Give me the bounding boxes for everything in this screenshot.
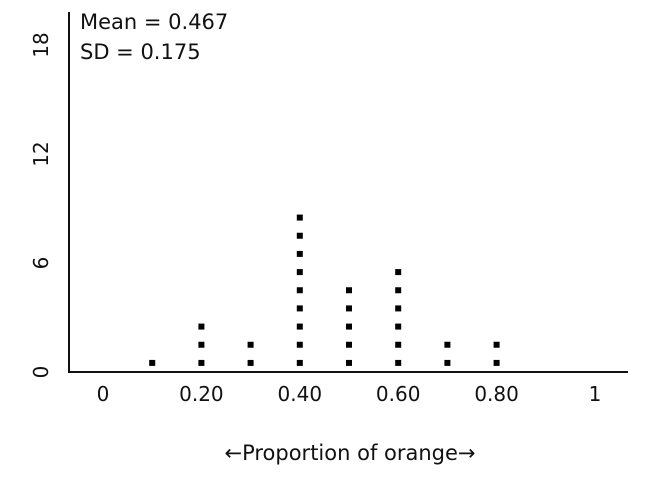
sd-annotation: SD = 0.175	[80, 40, 201, 64]
data-dot	[395, 323, 402, 330]
data-dot	[198, 359, 205, 366]
data-dot	[296, 214, 303, 221]
data-dot	[444, 359, 451, 366]
data-dot	[346, 305, 352, 312]
data-dot	[296, 287, 303, 294]
data-dot	[149, 359, 156, 366]
x-tick-label: 0	[97, 382, 110, 406]
data-dot	[296, 250, 303, 257]
data-dot	[296, 269, 303, 276]
data-dot	[296, 323, 303, 330]
data-dot	[395, 305, 402, 312]
y-tick-label: 18	[29, 32, 53, 57]
data-dot	[444, 341, 451, 348]
data-dot	[296, 341, 303, 348]
mean-annotation: Mean = 0.467	[80, 10, 229, 34]
y-tick-label: 6	[29, 257, 53, 270]
x-axis-label: ←Proportion of orange→	[224, 441, 476, 465]
data-dot	[346, 287, 352, 294]
y-tick-label: 0	[29, 366, 53, 379]
data-dot	[296, 359, 303, 366]
data-dot	[395, 287, 402, 294]
data-dot	[395, 341, 402, 348]
data-dot	[198, 323, 205, 330]
y-tick-label: 12	[29, 141, 53, 166]
data-dot	[493, 341, 500, 348]
data-dot	[296, 305, 303, 312]
data-dot	[346, 341, 352, 348]
data-dot	[198, 341, 205, 348]
x-tick-label: 0.80	[474, 382, 519, 406]
x-tick-label: 0.40	[278, 382, 323, 406]
data-dot	[296, 232, 303, 239]
data-dot	[395, 359, 402, 366]
data-dot	[247, 359, 254, 366]
x-tick-label: 0.20	[179, 382, 224, 406]
data-dot	[493, 359, 500, 366]
data-dot	[247, 341, 254, 348]
data-dot	[346, 323, 352, 330]
data-dot	[346, 359, 352, 366]
data-dot	[395, 269, 402, 276]
x-tick-label: 0.60	[376, 382, 421, 406]
x-tick-label: 1	[589, 382, 602, 406]
